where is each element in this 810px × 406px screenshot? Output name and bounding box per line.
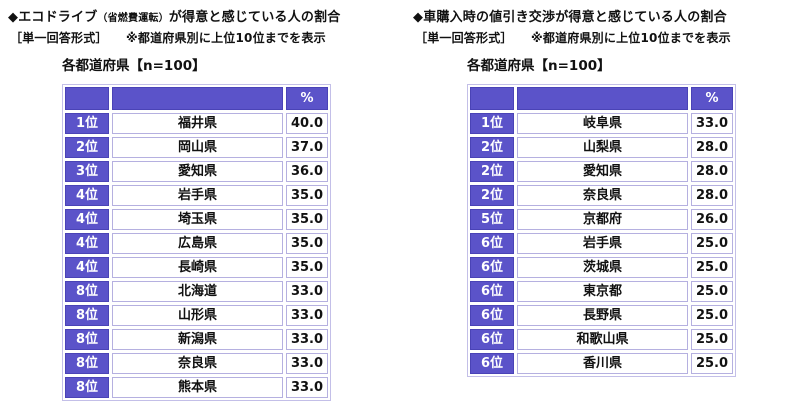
panel-title: ◆車購入時の値引き交渉が得意と感じている人の割合	[413, 6, 727, 25]
prefecture-cell: 長崎県	[112, 257, 283, 278]
rank-cell: 2位	[470, 161, 514, 182]
rank-cell: 8位	[65, 377, 109, 398]
rank-cell: 4位	[65, 257, 109, 278]
percent-cell: 33.0	[286, 329, 328, 350]
prefecture-cell: 東京都	[517, 281, 688, 302]
rank-cell: 8位	[65, 305, 109, 326]
header-prefecture-blank	[112, 87, 283, 110]
prefecture-cell: 愛知県	[517, 161, 688, 182]
rank-cell: 6位	[470, 257, 514, 278]
rank-cell: 6位	[470, 353, 514, 374]
prefecture-cell: 新潟県	[112, 329, 283, 350]
panel-negotiation: ◆車購入時の値引き交渉が得意と感じている人の割合 ［単一回答形式］ ※都道府県別…	[405, 0, 810, 406]
ranking-table-negotiation: % 1位 岐阜県 33.0 2位 山梨県 28.0 2位 愛知県 28.0 2位…	[467, 84, 736, 377]
percent-cell: 33.0	[286, 353, 328, 374]
ranking-table-ecodrive: % 1位 福井県 40.0 2位 岡山県 37.0 3位 愛知県 36.0 4位…	[62, 84, 331, 401]
prefecture-cell: 奈良県	[517, 185, 688, 206]
title-small-note: （省燃費運転）	[97, 13, 169, 24]
prefecture-cell: 奈良県	[112, 353, 283, 374]
sample-size-caption: 各都道府県【n=100】	[62, 58, 206, 74]
title-main: ◆車購入時の値引き交渉が得意と感じている人の割合	[413, 10, 727, 25]
percent-cell: 40.0	[286, 113, 328, 134]
percent-cell: 37.0	[286, 137, 328, 158]
percent-cell: 25.0	[691, 233, 733, 254]
rank-cell: 6位	[470, 281, 514, 302]
rank-cell: 4位	[65, 209, 109, 230]
header-rank-blank	[65, 87, 109, 110]
percent-cell: 28.0	[691, 161, 733, 182]
header-percent: %	[286, 87, 328, 110]
header-prefecture-blank	[517, 87, 688, 110]
rank-cell: 1位	[470, 113, 514, 134]
panel-title: ◆エコドライブ（省燃費運転）が得意と感じている人の割合	[8, 6, 340, 25]
rank-cell: 8位	[65, 281, 109, 302]
prefecture-cell: 熊本県	[112, 377, 283, 398]
title-rest: が得意と感じている人の割合	[168, 10, 341, 25]
prefecture-cell: 岡山県	[112, 137, 283, 158]
percent-cell: 25.0	[691, 257, 733, 278]
rank-cell: 3位	[65, 161, 109, 182]
percent-cell: 25.0	[691, 305, 733, 326]
percent-cell: 33.0	[286, 281, 328, 302]
prefecture-cell: 香川県	[517, 353, 688, 374]
prefecture-cell: 茨城県	[517, 257, 688, 278]
percent-cell: 35.0	[286, 233, 328, 254]
prefecture-cell: 北海道	[112, 281, 283, 302]
percent-cell: 25.0	[691, 353, 733, 374]
percent-cell: 25.0	[691, 329, 733, 350]
rank-cell: 6位	[470, 329, 514, 350]
percent-cell: 33.0	[691, 113, 733, 134]
rank-cell: 8位	[65, 353, 109, 374]
rank-cell: 5位	[470, 209, 514, 230]
rank-cell: 2位	[470, 137, 514, 158]
rank-cell: 8位	[65, 329, 109, 350]
prefecture-cell: 山梨県	[517, 137, 688, 158]
panel-ecodrive: ◆エコドライブ（省燃費運転）が得意と感じている人の割合 ［単一回答形式］ ※都道…	[8, 6, 340, 401]
rank-cell: 4位	[65, 233, 109, 254]
percent-cell: 33.0	[286, 377, 328, 398]
percent-cell: 26.0	[691, 209, 733, 230]
percent-cell: 36.0	[286, 161, 328, 182]
percent-cell: 28.0	[691, 137, 733, 158]
prefecture-cell: 長野県	[517, 305, 688, 326]
answer-format-note: ［単一回答形式］ ※都道府県別に上位10位までを表示	[415, 31, 731, 45]
prefecture-cell: 岐阜県	[517, 113, 688, 134]
prefecture-cell: 山形県	[112, 305, 283, 326]
prefecture-cell: 広島県	[112, 233, 283, 254]
sample-size-caption: 各都道府県【n=100】	[467, 58, 611, 74]
answer-format-note: ［単一回答形式］ ※都道府県別に上位10位までを表示	[10, 31, 326, 45]
rank-cell: 2位	[470, 185, 514, 206]
percent-cell: 35.0	[286, 257, 328, 278]
prefecture-cell: 福井県	[112, 113, 283, 134]
header-rank-blank	[470, 87, 514, 110]
rank-cell: 6位	[470, 233, 514, 254]
percent-cell: 35.0	[286, 209, 328, 230]
prefecture-cell: 埼玉県	[112, 209, 283, 230]
rank-cell: 6位	[470, 305, 514, 326]
rank-cell: 1位	[65, 113, 109, 134]
header-percent: %	[691, 87, 733, 110]
rank-cell: 4位	[65, 185, 109, 206]
percent-cell: 28.0	[691, 185, 733, 206]
prefecture-cell: 岩手県	[517, 233, 688, 254]
percent-cell: 25.0	[691, 281, 733, 302]
rank-cell: 2位	[65, 137, 109, 158]
prefecture-cell: 愛知県	[112, 161, 283, 182]
percent-cell: 33.0	[286, 305, 328, 326]
prefecture-cell: 和歌山県	[517, 329, 688, 350]
title-main: ◆エコドライブ	[8, 10, 98, 25]
prefecture-cell: 岩手県	[112, 185, 283, 206]
prefecture-cell: 京都府	[517, 209, 688, 230]
percent-cell: 35.0	[286, 185, 328, 206]
